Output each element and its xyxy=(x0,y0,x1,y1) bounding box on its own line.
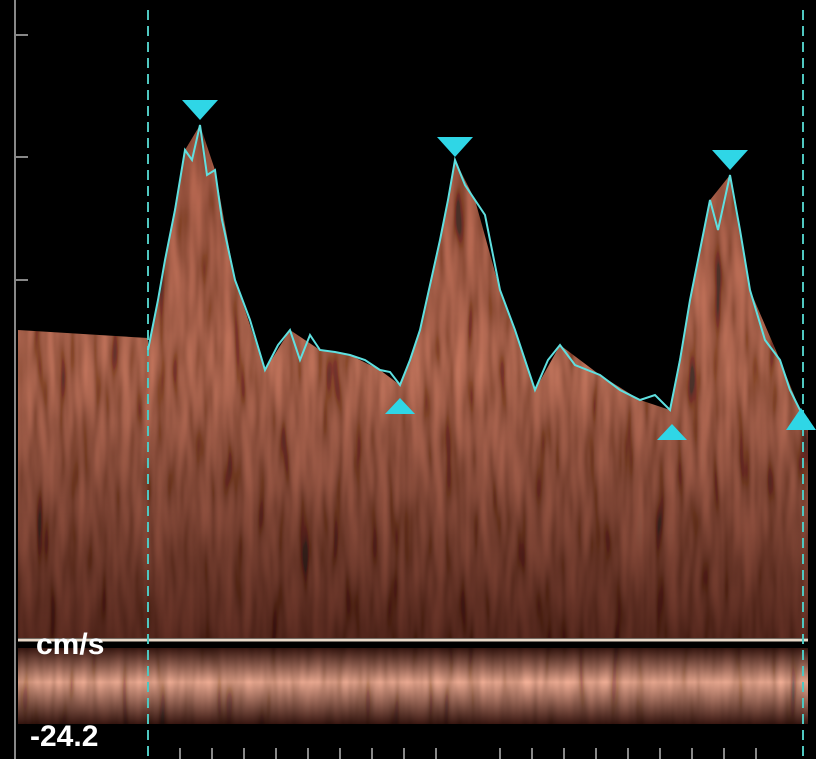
axis-ticks xyxy=(15,34,28,281)
peak-marker xyxy=(437,137,473,157)
scale-label: -24.2 xyxy=(30,720,98,753)
reverse-texture xyxy=(18,648,808,724)
trough-marker xyxy=(786,408,816,430)
time-ticks xyxy=(179,748,757,759)
markers xyxy=(182,100,816,440)
trough-marker xyxy=(385,398,415,414)
peak-marker xyxy=(182,100,218,120)
peak-marker xyxy=(712,150,748,170)
envelope-trace xyxy=(147,124,809,421)
unit-label: cm/s xyxy=(36,628,104,661)
trough-marker xyxy=(657,424,687,440)
